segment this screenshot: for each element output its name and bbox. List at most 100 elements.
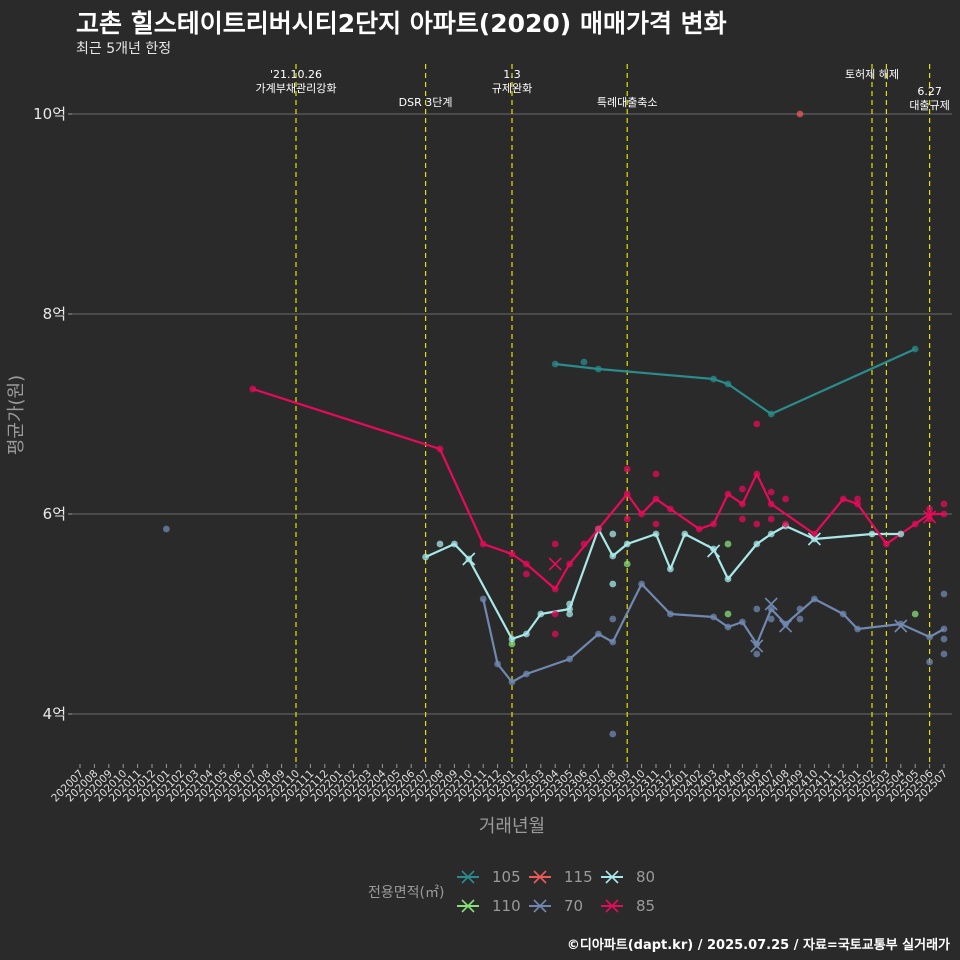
point-85-202311-18 xyxy=(652,470,660,478)
point-80-202208-1 xyxy=(436,540,444,548)
point-85-202507-45 xyxy=(940,500,948,508)
point-85-202507-44 xyxy=(940,510,948,518)
point-85-202309-13 xyxy=(623,490,631,498)
point-70-202308-7 xyxy=(609,638,617,646)
point-85-202402-21 xyxy=(695,525,703,533)
x-markers xyxy=(462,510,937,653)
point-105-202307-2 xyxy=(595,365,602,373)
legend-item-110: 110 xyxy=(457,897,521,915)
x-marker-70-202406-3 xyxy=(750,639,764,653)
point-85-202408-33 xyxy=(782,495,789,503)
point-85-202407-32 xyxy=(767,515,775,523)
point-80-202309-14 xyxy=(623,540,631,548)
point-85-202403-22 xyxy=(710,520,717,528)
point-70-202507-32 xyxy=(940,590,948,598)
x-marker-70-202504-7 xyxy=(894,619,908,633)
point-110-202505-4 xyxy=(911,610,919,618)
legend-label-110: 110 xyxy=(492,897,521,915)
point-105-202404-4 xyxy=(724,380,732,388)
legend-label-70: 70 xyxy=(564,897,583,915)
axis-layer: 4억6억8억10억2020072020082020092020102020112… xyxy=(33,105,950,804)
legend-title: 전용면적(㎡) xyxy=(368,885,444,901)
point-70-202212-2 xyxy=(494,660,501,668)
point-85-202107-0 xyxy=(249,385,257,393)
point-85-202301-3 xyxy=(508,550,516,558)
point-85-202505-40 xyxy=(911,520,919,528)
point-70-202403-12 xyxy=(710,613,717,621)
ytick-label-4: 4억 xyxy=(43,705,66,723)
point-80-202308-12 xyxy=(609,580,617,588)
point-85-202305-10 xyxy=(566,560,573,568)
point-80-202406-20 xyxy=(753,540,761,548)
point-70-202405-14 xyxy=(739,618,746,626)
x-marker-80-202403-2 xyxy=(707,544,721,558)
point-85-202410-35 xyxy=(811,530,818,538)
point-70-202501-25 xyxy=(854,625,861,633)
point-80-202207-0 xyxy=(422,553,429,561)
event-label-202301: 1.3 규제완화 xyxy=(492,68,532,95)
legend-item-105: 105 xyxy=(457,868,521,886)
point-70-202310-10 xyxy=(638,580,645,588)
ytick-label-6: 6억 xyxy=(43,505,66,523)
point-85-202310-16 xyxy=(638,510,645,518)
point-70-202305-5 xyxy=(566,655,573,663)
point-105-202505-6 xyxy=(911,345,919,353)
point-70-202506-27 xyxy=(926,633,933,641)
point-80-202303-6 xyxy=(537,610,545,618)
legend-item-85: 85 xyxy=(601,897,655,915)
point-80-202403-18 xyxy=(710,545,717,553)
x-marker-80-202210-0 xyxy=(462,552,476,566)
legend-label-80: 80 xyxy=(636,868,655,886)
point-85-202302-4 xyxy=(523,560,530,568)
point-110-202309-1 xyxy=(623,560,631,568)
point-70-202307-6 xyxy=(595,630,602,638)
point-85-202311-19 xyxy=(652,520,660,528)
point-85-202304-7 xyxy=(551,540,559,548)
y-axis-title: 평균가(원) xyxy=(6,375,27,455)
point-105-202304-0 xyxy=(551,360,559,368)
point-85-202405-24 xyxy=(739,500,746,508)
point-85-202306-11 xyxy=(580,540,588,548)
event-label-202506: 6.27 대출규제 xyxy=(909,85,949,112)
series-line-105 xyxy=(555,347,916,416)
x-marker-70-202408-5 xyxy=(779,619,793,633)
legend-label-105: 105 xyxy=(492,868,521,886)
legend-label-115: 115 xyxy=(564,868,593,886)
ytick-label-10: 10억 xyxy=(33,105,66,123)
series-points xyxy=(163,110,948,738)
event-label-202309: 특례대출축소 xyxy=(597,96,658,109)
point-80-202302-5 xyxy=(523,630,530,638)
point-85-202406-27 xyxy=(753,470,761,478)
chart-title: 고촌 힐스테이트리버시티2단지 아파트(2020) 매매가격 변화 xyxy=(76,9,727,38)
point-80-202504-25 xyxy=(897,530,905,538)
point-80-202312-16 xyxy=(667,565,674,573)
point-70-202412-24 xyxy=(839,610,847,618)
point-70-202308-8 xyxy=(609,615,617,623)
point-70-202301-3 xyxy=(508,678,516,686)
point-85-202501-38 xyxy=(854,495,861,503)
point-85-202503-39 xyxy=(883,540,890,548)
point-70-202506-28 xyxy=(926,658,933,666)
point-85-202406-28 xyxy=(753,420,761,428)
point-70-202507-30 xyxy=(940,650,948,658)
point-80-202209-2 xyxy=(451,540,458,548)
chart-subtitle: 최근 5개년 한정 xyxy=(76,41,172,57)
point-85-202211-2 xyxy=(479,540,487,548)
legend-item-115: 115 xyxy=(529,868,593,886)
legend-label-85: 85 xyxy=(636,897,655,915)
point-85-202406-29 xyxy=(753,520,761,528)
point-80-202308-13 xyxy=(609,530,617,538)
ytick-label-8: 8억 xyxy=(43,305,66,323)
point-80-202301-4 xyxy=(508,635,516,643)
point-70-202404-13 xyxy=(724,623,732,631)
point-80-202305-7 xyxy=(566,605,573,613)
point-70-202507-29 xyxy=(940,625,948,633)
point-85-202408-34 xyxy=(782,520,789,528)
point-105-202407-5 xyxy=(767,410,775,418)
event-label-202110: '21.10.26 가계부채관리강화 xyxy=(256,68,337,95)
legend-item-80: 80 xyxy=(601,868,655,886)
x-marker-85-202304-1 xyxy=(548,557,562,571)
point-85-202506-43 xyxy=(926,515,933,523)
point-85-202304-6 xyxy=(551,585,559,593)
point-105-202306-1 xyxy=(580,358,588,366)
